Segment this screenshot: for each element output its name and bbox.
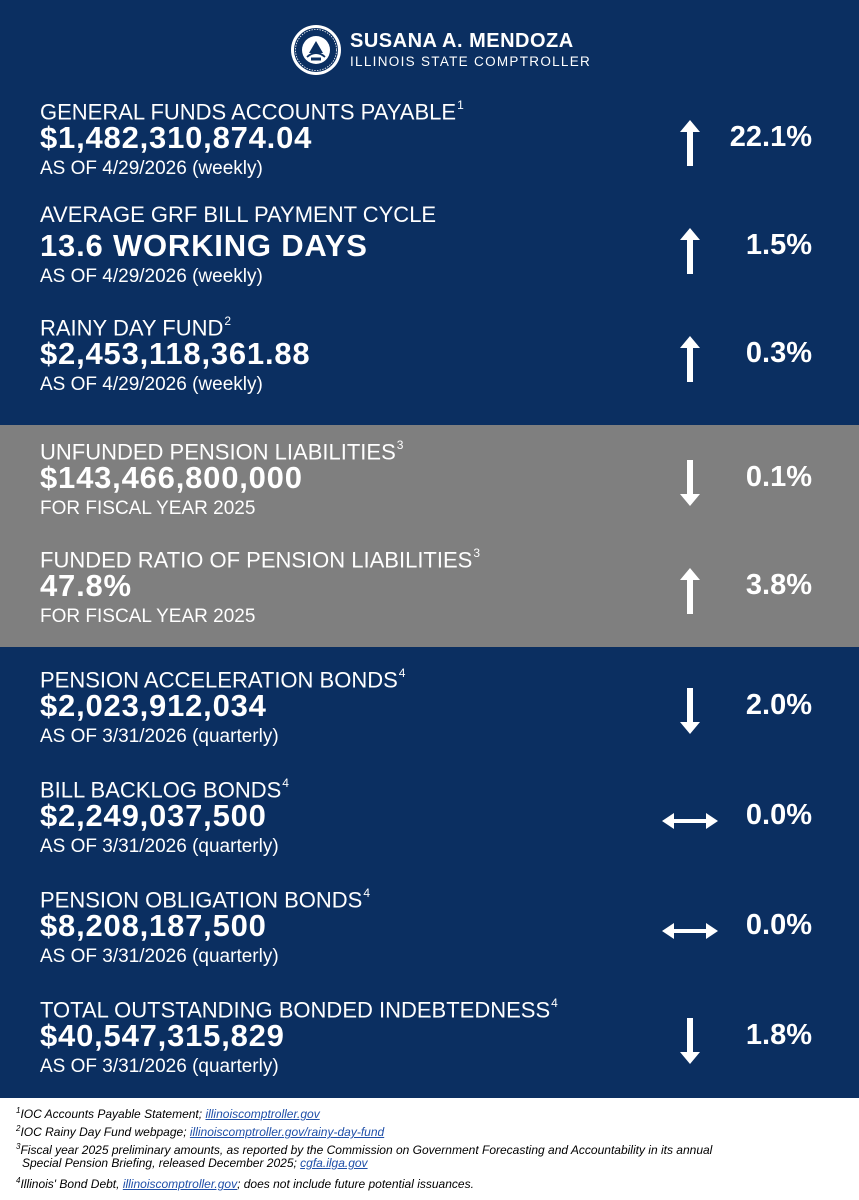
metric-label: PENSION OBLIGATION BONDS4: [40, 886, 371, 913]
footnote-1: 1IOC Accounts Payable Statement; illinoi…: [16, 1106, 320, 1121]
arrow-down-icon: [660, 458, 720, 508]
state-seal-icon: [291, 25, 341, 75]
arrow-up-icon: [660, 566, 720, 616]
metric-value: $8,208,187,500: [40, 908, 267, 943]
metric-as-of: AS OF 4/29/2026 (weekly): [40, 266, 263, 287]
metric-value: $40,547,315,829: [40, 1018, 285, 1053]
arrow-down-icon: [660, 686, 720, 736]
metric-value: $1,482,310,874.04: [40, 120, 313, 155]
metric-accounts-payable: GENERAL FUNDS ACCOUNTS PAYABLE1 $1,482,31…: [40, 94, 820, 194]
metric-change: 0.1%: [745, 461, 812, 493]
metric-label: UNFUNDED PENSION LIABILITIES3: [40, 438, 404, 465]
footnote-ref: 3: [396, 438, 404, 452]
metric-as-of: FOR FISCAL YEAR 2025: [40, 498, 256, 519]
metric-as-of: AS OF 3/31/2026 (quarterly): [40, 946, 279, 967]
metric-unfunded-pension-liabilities: UNFUNDED PENSION LIABILITIES3 $143,466,80…: [40, 434, 820, 534]
metric-label: GENERAL FUNDS ACCOUNTS PAYABLE1: [40, 98, 464, 125]
metric-pension-acceleration-bonds: PENSION ACCELERATION BONDS4 $2,023,912,03…: [40, 662, 820, 762]
metric-label: AVERAGE GRF BILL PAYMENT CYCLE: [40, 202, 437, 227]
metric-change: 0.3%: [745, 337, 812, 369]
arrow-left-right-icon: [660, 796, 720, 846]
arrow-left-right-icon: [660, 906, 720, 956]
metric-value: $2,453,118,361.88: [40, 336, 311, 371]
arrow-down-icon: [660, 1016, 720, 1066]
metric-change: 1.5%: [745, 229, 812, 261]
metric-change: 22.1%: [729, 121, 812, 153]
footnote-1-link[interactable]: illinoiscomptroller.gov: [205, 1107, 320, 1121]
comptroller-header: SUSANA A. MENDOZA ILLINOIS STATE COMPTRO…: [290, 22, 591, 78]
footnote-ref: 2: [224, 314, 232, 328]
metric-label: FUNDED RATIO OF PENSION LIABILITIES3: [40, 546, 481, 573]
metric-label: RAINY DAY FUND2: [40, 314, 232, 341]
metric-label: PENSION ACCELERATION BONDS4: [40, 666, 406, 693]
metric-change: 1.8%: [745, 1019, 812, 1051]
footnote-2-link[interactable]: illinoiscomptroller.gov/rainy-day-fund: [189, 1125, 385, 1139]
metric-rainy-day-fund: RAINY DAY FUND2 $2,453,118,361.88 AS OF 4/…: [40, 310, 820, 410]
metric-value: $2,023,912,034: [40, 688, 267, 723]
metric-value: $143,466,800,000: [40, 460, 303, 495]
footnote-4-link[interactable]: illinoiscomptroller.gov: [122, 1177, 238, 1191]
metric-label: TOTAL OUTSTANDING BONDED INDEBTEDNESS4: [40, 996, 558, 1023]
metric-value: $2,249,037,500: [40, 798, 267, 833]
metric-value: 47.8%: [40, 568, 132, 603]
arrow-up-icon: [660, 118, 720, 168]
metric-pension-obligation-bonds: PENSION OBLIGATION BONDS4 $8,208,187,500 A…: [40, 882, 820, 982]
footnote-ref: 4: [363, 886, 371, 900]
navy-band-bonds: [0, 647, 859, 1098]
footnote-ref: 3: [473, 546, 481, 560]
footnote-ref: 4: [282, 776, 289, 790]
footnote-3-link[interactable]: cgfa.ilga.gov: [300, 1156, 368, 1170]
metric-as-of: AS OF 3/31/2026 (quarterly): [40, 836, 279, 857]
comptroller-name: SUSANA A. MENDOZA: [350, 30, 574, 53]
metric-bill-payment-cycle: AVERAGE GRF BILL PAYMENT CYCLE 13.6 WORKI…: [40, 202, 820, 302]
metric-as-of: AS OF 3/31/2026 (quarterly): [40, 1056, 279, 1077]
arrow-up-icon: [660, 334, 720, 384]
metric-value: 13.6 WORKING DAYS: [40, 228, 368, 263]
arrow-up-icon: [660, 226, 720, 276]
metric-change: 3.8%: [745, 569, 812, 601]
footnote-2: 2IOC Rainy Day Fund webpage; illinoiscom…: [16, 1124, 385, 1139]
metric-change: 2.0%: [745, 689, 812, 721]
metric-as-of: AS OF 4/29/2026 (weekly): [40, 374, 263, 395]
metric-as-of: AS OF 3/31/2026 (quarterly): [40, 726, 279, 747]
metric-change: 0.0%: [745, 909, 812, 941]
footnote-ref: 4: [398, 666, 406, 680]
metric-label: BILL BACKLOG BONDS4: [40, 776, 289, 803]
footnote-ref: 4: [551, 996, 558, 1010]
footnote-ref: 1: [457, 98, 464, 112]
footnote-3: 3Fiscal year 2025 preliminary amounts, a…: [16, 1142, 713, 1157]
comptroller-title: ILLINOIS STATE COMPTROLLER: [350, 54, 592, 70]
metric-change: 0.0%: [745, 799, 812, 831]
footnote-4: 4Illinois' Bond Debt, illinoiscomptrolle…: [16, 1176, 474, 1191]
footnotes: 1IOC Accounts Payable Statement; illinoi…: [0, 1098, 859, 1200]
footnote-3-continued: Special Pension Briefing, released Decem…: [22, 1156, 368, 1170]
gray-band-pensions: [0, 425, 859, 647]
metric-as-of: FOR FISCAL YEAR 2025: [40, 606, 256, 627]
metric-bill-backlog-bonds: BILL BACKLOG BONDS4 $2,249,037,500 AS OF 3…: [40, 772, 820, 872]
metric-funded-ratio: FUNDED RATIO OF PENSION LIABILITIES3 47.8…: [40, 542, 820, 642]
navy-band-top: [0, 0, 859, 425]
metric-total-bonded-indebtedness: TOTAL OUTSTANDING BONDED INDEBTEDNESS4 $4…: [40, 992, 820, 1092]
metric-as-of: AS OF 4/29/2026 (weekly): [40, 158, 263, 179]
